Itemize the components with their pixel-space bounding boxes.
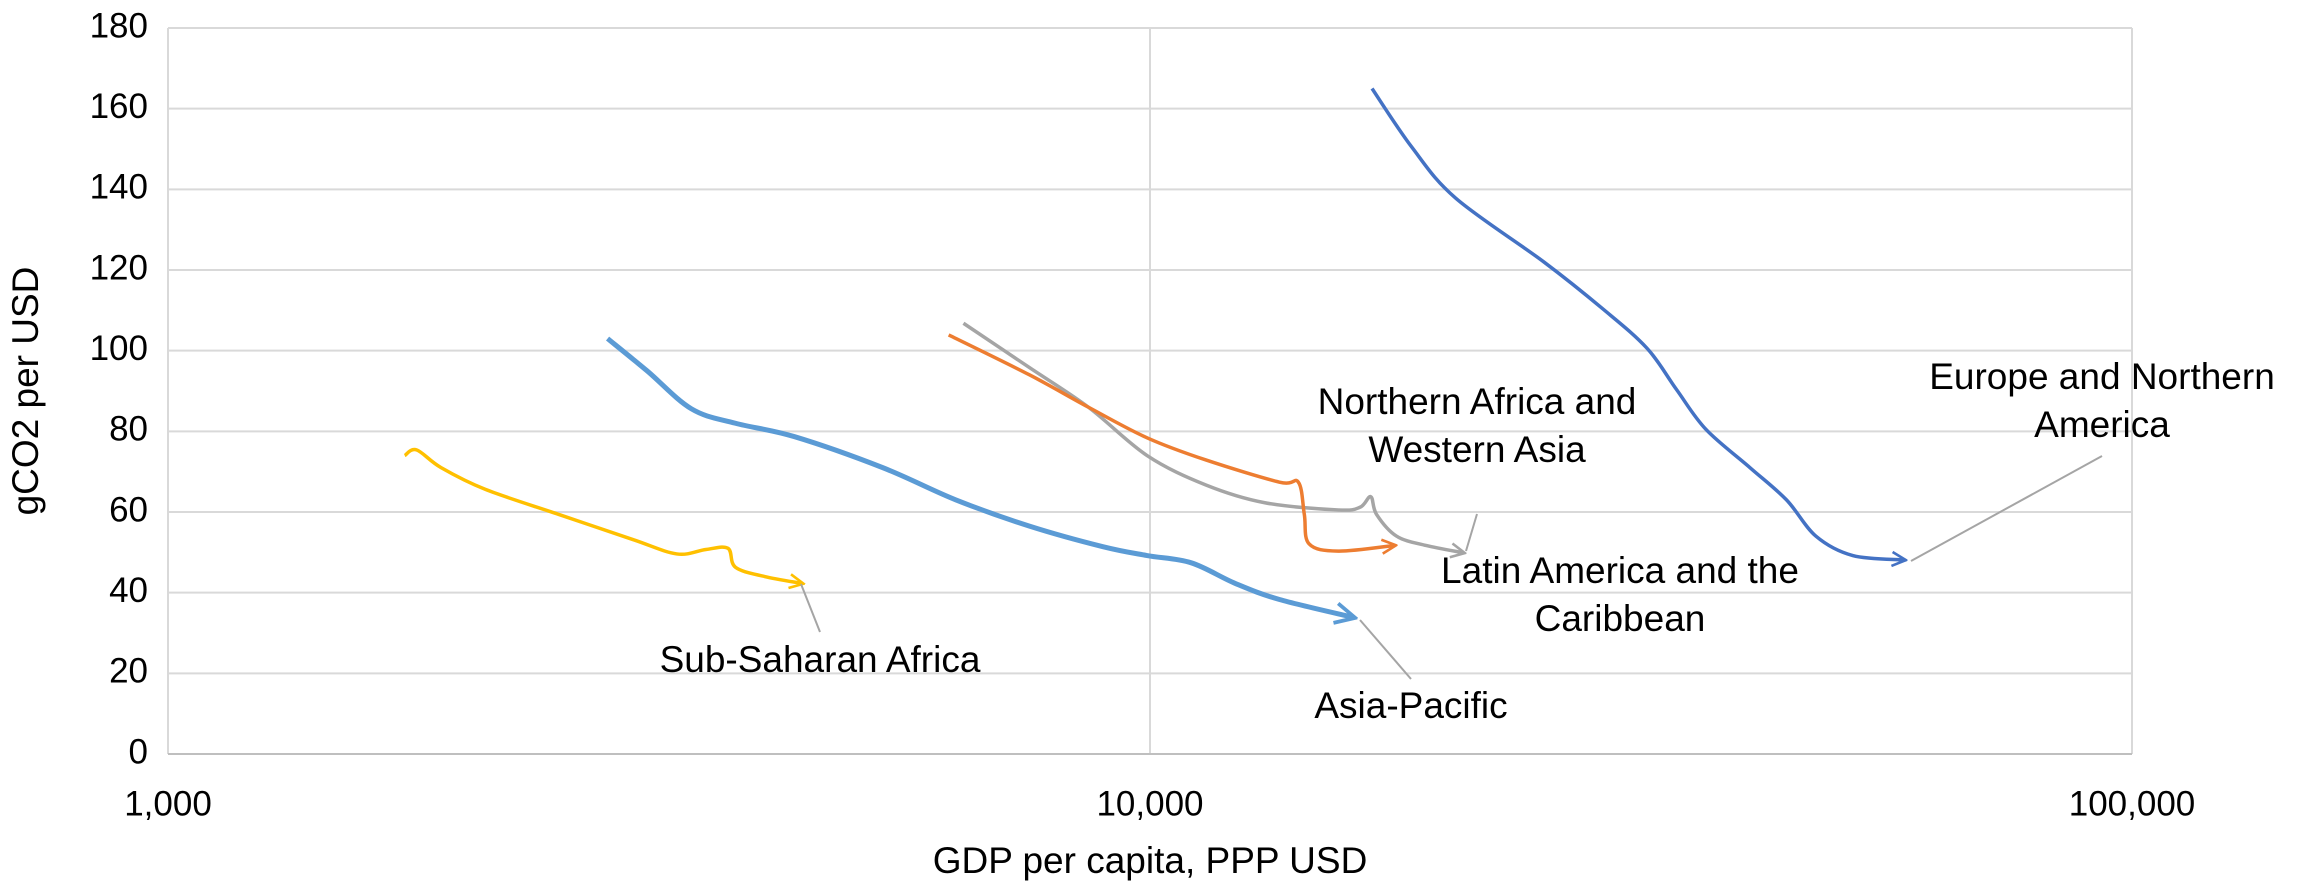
y-tick-label: 80 [109, 410, 148, 449]
series-label: Northern Africa and Western Asia [1317, 381, 1637, 470]
leader-line [1465, 513, 1478, 552]
y-tick-label: 0 [129, 732, 148, 771]
series-label: Asia-Pacific [1314, 685, 1508, 726]
series-label: Sub-Saharan Africa [659, 639, 981, 680]
series-label: Europe and Northern America [1929, 356, 2275, 445]
series-line [947, 333, 1395, 551]
leader-line [800, 583, 821, 633]
y-tick-label: 160 [90, 87, 148, 126]
y-tick-label: 100 [90, 329, 148, 368]
series-line [403, 447, 802, 584]
y-tick-label: 140 [90, 168, 148, 207]
y-tick-label: 40 [109, 571, 148, 610]
y-tick-label: 180 [90, 6, 148, 45]
leader-line [1359, 619, 1412, 680]
y-axis-label: gCO2 per USD [5, 267, 46, 516]
x-tick-label: 1,000 [124, 784, 212, 823]
series-line [605, 336, 1353, 618]
x-tick-label: 10,000 [1096, 784, 1203, 823]
y-tick-label: 60 [109, 490, 148, 529]
y-tick-label: 20 [109, 652, 148, 691]
x-tick-label: 100,000 [2069, 784, 2196, 823]
series-line [1370, 87, 1904, 560]
y-tick-label: 120 [90, 248, 148, 287]
leader-line [1910, 455, 2103, 562]
x-axis-label: GDP per capita, PPP USD [933, 840, 1368, 881]
series-label: Latin America and the Caribbean [1441, 550, 1799, 639]
